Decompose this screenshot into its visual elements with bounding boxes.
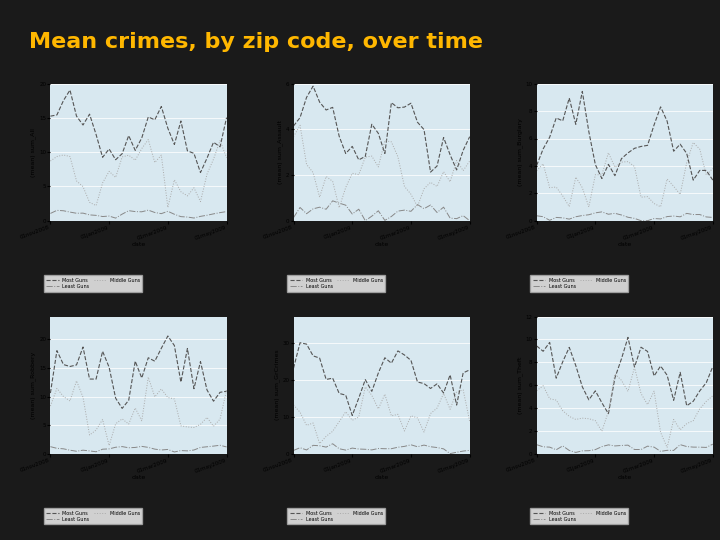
Legend: Most Guns, Least Guns, Middle Guns: Most Guns, Least Guns, Middle Guns: [44, 508, 143, 524]
Legend: Most Guns, Least Guns, Middle Guns: Most Guns, Least Guns, Middle Guns: [287, 508, 385, 524]
X-axis label: date: date: [131, 242, 145, 247]
X-axis label: date: date: [374, 242, 389, 247]
Legend: Most Guns, Least Guns, Middle Guns: Most Guns, Least Guns, Middle Guns: [530, 275, 629, 292]
Y-axis label: (mean) sum_Assault: (mean) sum_Assault: [277, 120, 283, 184]
Y-axis label: (mean) sum_Burglary: (mean) sum_Burglary: [517, 118, 523, 186]
Legend: Most Guns, Least Guns, Middle Guns: Most Guns, Least Guns, Middle Guns: [530, 508, 629, 524]
X-axis label: date: date: [618, 475, 632, 480]
X-axis label: date: date: [618, 242, 632, 247]
X-axis label: date: date: [131, 475, 145, 480]
Y-axis label: (mean) sum_GrCrimes: (mean) sum_GrCrimes: [274, 350, 279, 421]
Y-axis label: (mean) sum_Robbery: (mean) sum_Robbery: [31, 352, 37, 418]
X-axis label: date: date: [374, 475, 389, 480]
Y-axis label: (mean) sum_Theft: (mean) sum_Theft: [517, 356, 523, 414]
Y-axis label: (mean) sum_All: (mean) sum_All: [31, 128, 37, 177]
Legend: Most Guns, Least Guns, Middle Guns: Most Guns, Least Guns, Middle Guns: [287, 275, 385, 292]
Text: Mean crimes, by zip code, over time: Mean crimes, by zip code, over time: [29, 32, 483, 52]
Legend: Most Guns, Least Guns, Middle Guns: Most Guns, Least Guns, Middle Guns: [44, 275, 143, 292]
